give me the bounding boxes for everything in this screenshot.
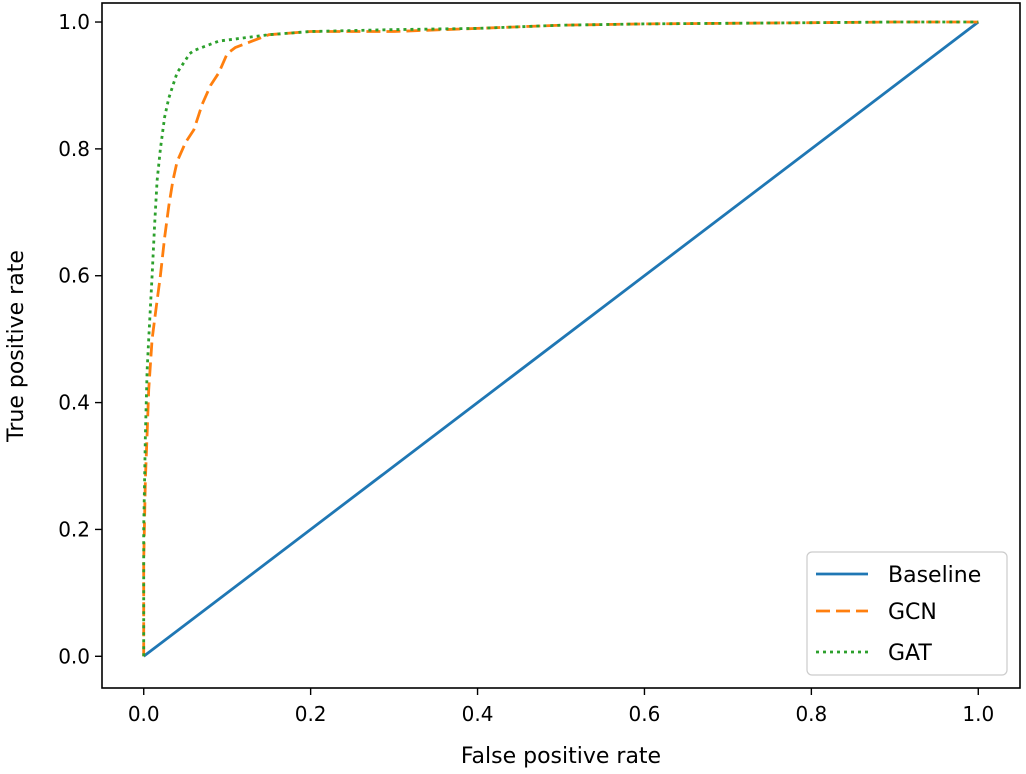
legend-label-gat: GAT — [888, 641, 932, 666]
series-line-gcn — [142, 20, 979, 657]
y-tick-label: 1.0 — [58, 10, 90, 34]
plot-series — [142, 20, 980, 658]
x-tick-label: 0.0 — [128, 702, 160, 726]
x-axis: 0.0 0.2 0.4 0.6 0.8 1.0 — [128, 688, 994, 726]
legend-label-baseline: Baseline — [888, 563, 981, 588]
y-tick-label: 0.0 — [58, 644, 90, 668]
legend: Baseline GCN GAT — [806, 551, 1008, 676]
x-tick-label: 0.2 — [295, 702, 327, 726]
x-tick-label: 0.6 — [629, 702, 661, 726]
watermark-text: 掘金技术社区 @ 数据智能老司机 — [696, 728, 1003, 752]
y-tick-label: 0.2 — [58, 517, 90, 541]
axes-frame — [101, 2, 1021, 689]
legend-label-gcn: GCN — [888, 600, 937, 625]
x-tick-label: 0.8 — [795, 702, 827, 726]
x-tick-label: 1.0 — [962, 702, 994, 726]
series-line-gat — [142, 20, 979, 657]
y-axis-label: True positive rate — [4, 250, 29, 443]
y-tick-label: 0.8 — [58, 137, 90, 161]
series-line-baseline — [142, 20, 980, 658]
y-tick-label: 0.4 — [58, 391, 90, 415]
x-tick-label: 0.4 — [462, 702, 494, 726]
x-axis-label: False positive rate — [461, 744, 661, 769]
y-axis: 0.0 0.2 0.4 0.6 0.8 1.0 — [58, 10, 102, 668]
legend-box — [806, 551, 1008, 676]
y-tick-label: 0.6 — [58, 264, 90, 288]
